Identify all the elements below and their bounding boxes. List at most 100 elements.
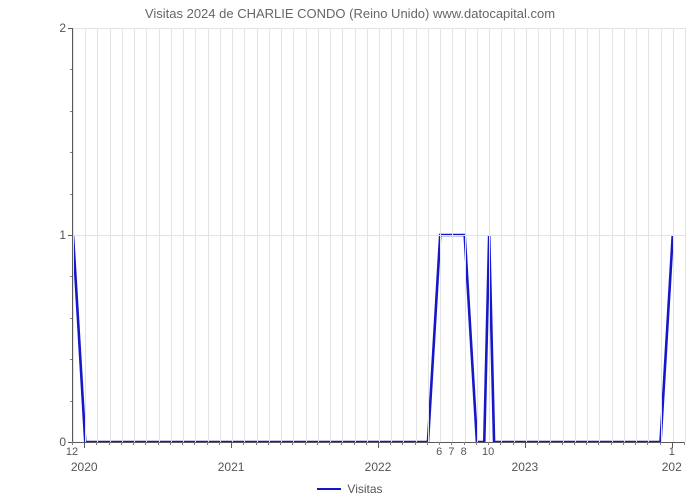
x-minor-tick	[451, 442, 452, 445]
x-minor-tick	[219, 442, 220, 445]
gridline-vertical	[501, 28, 502, 442]
y-minor-tick	[70, 194, 72, 195]
gridline-vertical	[281, 28, 282, 442]
gridline-vertical	[648, 28, 649, 442]
gridline-vertical	[685, 28, 686, 442]
x-month-label: 6	[436, 446, 442, 458]
x-minor-tick	[586, 442, 587, 445]
gridline-vertical	[134, 28, 135, 442]
y-tick-label: 1	[36, 228, 66, 242]
gridline-vertical	[355, 28, 356, 442]
x-minor-tick	[635, 442, 636, 445]
gridline-vertical	[599, 28, 600, 442]
x-year-label: 2021	[218, 460, 245, 474]
x-tick-mark	[84, 442, 85, 448]
y-tick-mark	[68, 235, 72, 236]
x-minor-tick	[513, 442, 514, 445]
x-month-label: 7	[448, 446, 454, 458]
x-tick-mark	[231, 442, 232, 448]
gridline-vertical	[306, 28, 307, 442]
x-minor-tick	[305, 442, 306, 445]
y-tick-mark	[68, 28, 72, 29]
legend-swatch	[317, 488, 341, 490]
y-minor-tick	[70, 359, 72, 360]
y-minor-tick	[70, 401, 72, 402]
x-year-label: 202	[662, 460, 682, 474]
x-minor-tick	[402, 442, 403, 445]
y-tick-label: 0	[36, 435, 66, 449]
x-month-label: 10	[482, 446, 494, 458]
gridline-vertical	[342, 28, 343, 442]
gridline-vertical	[636, 28, 637, 442]
x-minor-tick	[109, 442, 110, 445]
gridline-vertical	[318, 28, 319, 442]
gridline-vertical	[428, 28, 429, 442]
gridline-vertical	[526, 28, 527, 442]
y-minor-tick	[70, 276, 72, 277]
x-minor-tick	[292, 442, 293, 445]
gridline-vertical	[367, 28, 368, 442]
gridline-vertical	[195, 28, 196, 442]
x-minor-tick	[354, 442, 355, 445]
x-minor-tick	[182, 442, 183, 445]
plot-area	[72, 28, 685, 443]
x-minor-tick	[170, 442, 171, 445]
gridline-vertical	[477, 28, 478, 442]
legend-label: Visitas	[347, 482, 382, 496]
x-minor-tick	[684, 442, 685, 445]
x-minor-tick	[415, 442, 416, 445]
gridline-vertical	[97, 28, 98, 442]
x-minor-tick	[660, 442, 661, 445]
x-minor-tick	[598, 442, 599, 445]
x-minor-tick	[500, 442, 501, 445]
x-minor-tick	[341, 442, 342, 445]
gridline-vertical	[293, 28, 294, 442]
gridline-vertical	[416, 28, 417, 442]
gridline-vertical	[183, 28, 184, 442]
gridline-vertical	[122, 28, 123, 442]
legend: Visitas	[0, 477, 700, 496]
x-minor-tick	[537, 442, 538, 445]
x-minor-tick	[549, 442, 550, 445]
x-minor-tick	[158, 442, 159, 445]
x-minor-tick	[194, 442, 195, 445]
gridline-vertical	[514, 28, 515, 442]
x-minor-tick	[611, 442, 612, 445]
x-tick-mark	[525, 442, 526, 448]
gridline-vertical	[159, 28, 160, 442]
x-month-label: 12	[66, 446, 78, 458]
gridline-vertical	[661, 28, 662, 442]
y-tick-label: 2	[36, 21, 66, 35]
gridline-vertical	[257, 28, 258, 442]
chart-container: Visitas 2024 de CHARLIE CONDO (Reino Uni…	[0, 0, 700, 500]
x-minor-tick	[145, 442, 146, 445]
x-minor-tick	[317, 442, 318, 445]
gridline-vertical	[587, 28, 588, 442]
x-minor-tick	[562, 442, 563, 445]
x-minor-tick	[256, 442, 257, 445]
x-minor-tick	[121, 442, 122, 445]
x-year-label: 2020	[71, 460, 98, 474]
gridline-vertical	[550, 28, 551, 442]
x-minor-tick	[72, 442, 73, 445]
gridline-vertical	[575, 28, 576, 442]
gridline-vertical	[612, 28, 613, 442]
gridline-vertical	[391, 28, 392, 442]
x-minor-tick	[647, 442, 648, 445]
gridline-vertical	[269, 28, 270, 442]
gridline-vertical	[452, 28, 453, 442]
x-minor-tick	[207, 442, 208, 445]
gridline-vertical	[73, 28, 74, 442]
x-year-label: 2022	[365, 460, 392, 474]
visitas-line	[73, 235, 673, 442]
x-year-label: 2023	[512, 460, 539, 474]
x-minor-tick	[439, 442, 440, 445]
y-minor-tick	[70, 152, 72, 153]
gridline-vertical	[624, 28, 625, 442]
gridline-vertical	[403, 28, 404, 442]
gridline-vertical	[673, 28, 674, 442]
gridline-vertical	[208, 28, 209, 442]
gridline-vertical	[465, 28, 466, 442]
x-minor-tick	[464, 442, 465, 445]
x-minor-tick	[427, 442, 428, 445]
